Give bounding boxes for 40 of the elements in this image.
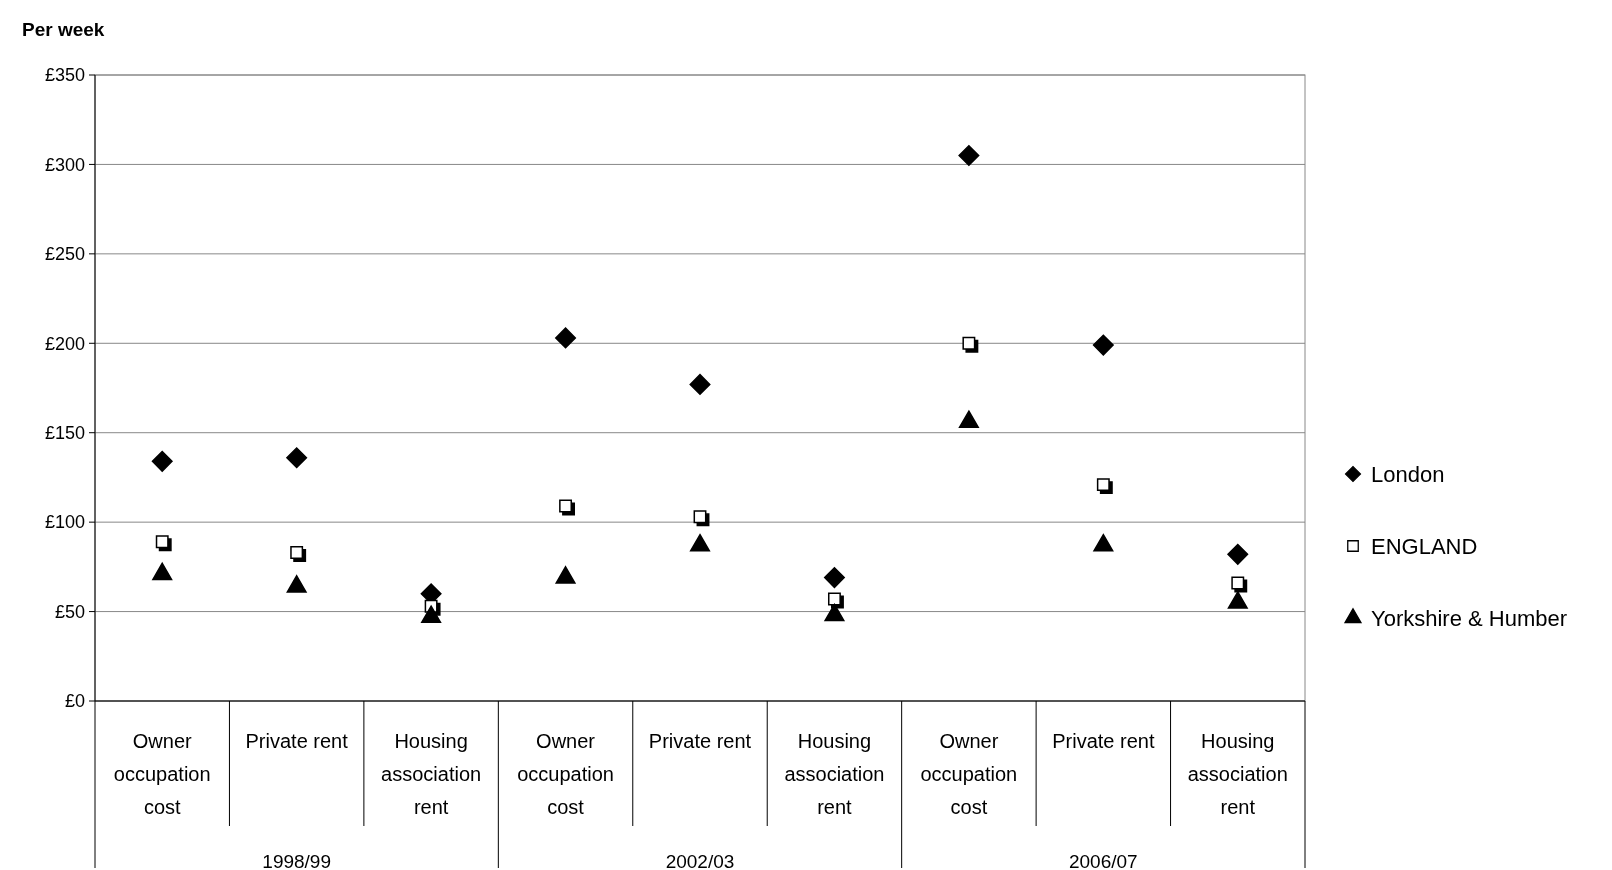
legend-label: Yorkshire & Humber bbox=[1371, 605, 1568, 631]
x-tick-label: Private rent bbox=[1052, 730, 1155, 752]
point bbox=[1092, 334, 1114, 356]
point bbox=[823, 567, 845, 589]
x-tick-label: Owner occupation cost bbox=[920, 730, 1018, 818]
x-tick-label: Housing association rent bbox=[1187, 730, 1288, 818]
y-tick-label: £0 bbox=[64, 691, 85, 712]
point bbox=[555, 327, 577, 349]
point bbox=[693, 510, 707, 524]
point bbox=[155, 535, 169, 549]
point bbox=[559, 499, 573, 513]
legend-label: London bbox=[1371, 461, 1445, 487]
x-tick-label: Owner occupation cost bbox=[113, 730, 211, 818]
point bbox=[1227, 543, 1249, 565]
point bbox=[286, 447, 308, 469]
point bbox=[1231, 576, 1245, 590]
point bbox=[290, 546, 304, 559]
y-tick-label: £200 bbox=[44, 333, 85, 354]
point bbox=[151, 450, 173, 472]
x-tick-label: Housing association rent bbox=[784, 730, 885, 818]
y-tick-label: £300 bbox=[44, 154, 85, 175]
text: 1998/99 bbox=[262, 851, 332, 870]
point bbox=[689, 373, 711, 395]
text: 2002/03 bbox=[665, 851, 735, 870]
x-tick-label: Private rent bbox=[648, 730, 752, 752]
x-tick-label: Private rent bbox=[245, 730, 349, 752]
y-tick-label: £100 bbox=[44, 512, 85, 533]
x-tick-label: Housing association rent bbox=[381, 730, 482, 818]
y-tick-label: £250 bbox=[44, 244, 85, 265]
y-tick-label: £150 bbox=[44, 423, 85, 444]
point bbox=[962, 336, 976, 350]
text: 2006/07 bbox=[1068, 851, 1138, 870]
legend-label: ENGLAND bbox=[1371, 533, 1478, 559]
y-axis-title: Per week bbox=[22, 19, 105, 40]
point bbox=[827, 592, 841, 606]
x-tick-label: Owner occupation cost bbox=[517, 730, 614, 818]
y-tick-label: £350 bbox=[44, 65, 85, 86]
point bbox=[958, 144, 980, 166]
y-tick-label: £50 bbox=[54, 601, 85, 622]
point bbox=[1096, 478, 1110, 492]
